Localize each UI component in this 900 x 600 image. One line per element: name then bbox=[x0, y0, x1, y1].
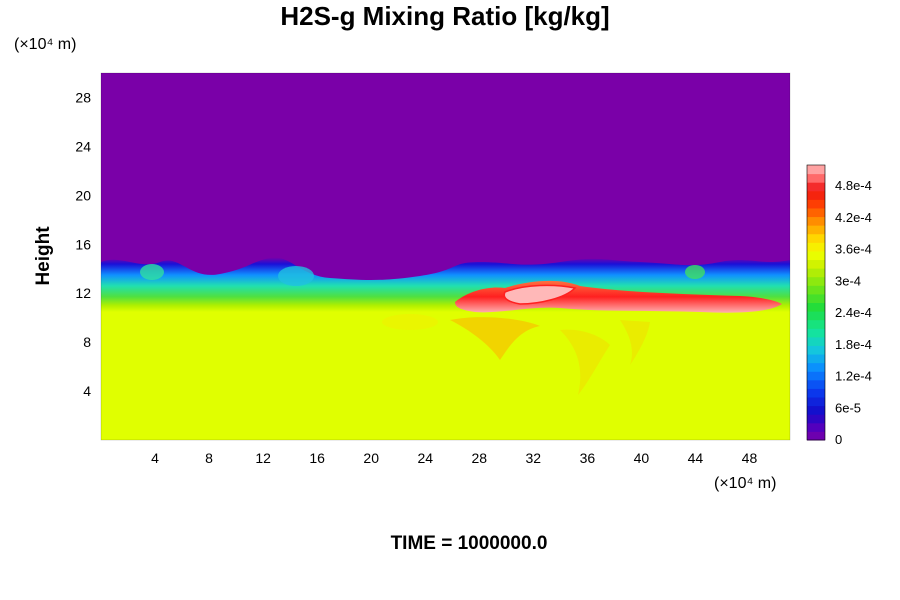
colorbar-step bbox=[807, 388, 825, 398]
colorbar-label: 3.6e-4 bbox=[835, 242, 872, 257]
colorbar-step bbox=[807, 285, 825, 295]
plume bbox=[560, 329, 610, 395]
y-tick-label: 8 bbox=[83, 334, 91, 350]
colorbar-step bbox=[807, 165, 825, 175]
x-tick-label: 8 bbox=[205, 450, 213, 466]
colorbar-step bbox=[807, 405, 825, 415]
x-ticks: 4 8 12 16 20 24 28 32 36 40 44 48 bbox=[151, 450, 757, 466]
colorbar-label: 0 bbox=[835, 432, 842, 447]
plume bbox=[620, 320, 650, 365]
colorbar-step bbox=[807, 371, 825, 381]
colorbar-steps bbox=[807, 165, 825, 441]
x-tick-label: 48 bbox=[742, 450, 758, 466]
y-axis-label: Height bbox=[33, 226, 54, 286]
colorbar-step bbox=[807, 190, 825, 200]
colorbar-step bbox=[807, 225, 825, 235]
y-ticks: 4 8 12 16 20 24 28 bbox=[75, 89, 91, 399]
colorbar-step bbox=[807, 242, 825, 252]
x-tick-label: 12 bbox=[255, 450, 271, 466]
swirl-3 bbox=[685, 265, 705, 279]
colorbar: 0 6e-5 1.2e-4 1.8e-4 2.4e-4 3e-4 3.6e-4 4.2e-4 4… bbox=[806, 164, 872, 447]
y-tick-label: 28 bbox=[75, 89, 91, 105]
colorbar-step bbox=[807, 362, 825, 372]
plot-frame bbox=[100, 72, 791, 441]
time-label: TIME = 1000000.0 bbox=[391, 533, 548, 554]
colorbar-step bbox=[807, 414, 825, 424]
x-tick-label: 28 bbox=[471, 450, 487, 466]
plume bbox=[450, 317, 540, 360]
x-tick-label: 44 bbox=[688, 450, 704, 466]
colorbar-step bbox=[807, 182, 825, 192]
y-tick-label: 16 bbox=[75, 236, 91, 252]
colorbar-label: 1.2e-4 bbox=[835, 369, 872, 384]
colorbar-frame bbox=[806, 164, 826, 441]
y-tick-label: 20 bbox=[75, 187, 91, 203]
colorbar-step bbox=[807, 319, 825, 329]
colorbar-step bbox=[807, 345, 825, 355]
colorbar-step bbox=[807, 397, 825, 407]
x-tick-label: 32 bbox=[526, 450, 542, 466]
chart-title: H2S-g Mixing Ratio [kg/kg] bbox=[280, 1, 609, 31]
x-tick-label: 16 bbox=[309, 450, 325, 466]
x-tick-label: 20 bbox=[363, 450, 379, 466]
colorbar-step bbox=[807, 268, 825, 278]
swirl-2 bbox=[278, 266, 314, 286]
colorbar-labels: 0 6e-5 1.2e-4 1.8e-4 2.4e-4 3e-4 3.6e-4 4.2e-4 4… bbox=[835, 178, 872, 447]
x-tick-label: 4 bbox=[151, 450, 159, 466]
y-tick-label: 24 bbox=[75, 138, 91, 154]
x-tick-label: 24 bbox=[417, 450, 433, 466]
plot-area bbox=[101, 73, 790, 440]
colorbar-step bbox=[807, 259, 825, 269]
colorbar-step bbox=[807, 328, 825, 338]
colorbar-label: 2.4e-4 bbox=[835, 305, 872, 320]
colorbar-step bbox=[807, 207, 825, 218]
swirl-1 bbox=[140, 264, 164, 280]
colorbar-step bbox=[807, 276, 825, 286]
colorbar-step bbox=[807, 199, 825, 209]
colorbar-step bbox=[807, 233, 825, 243]
y-axis-unit: (×10⁴ m) bbox=[14, 36, 76, 53]
x-axis-unit: (×10⁴ m) bbox=[714, 475, 776, 492]
colorbar-step bbox=[807, 311, 825, 321]
colorbar-step bbox=[807, 293, 825, 303]
colorbar-label: 1.8e-4 bbox=[835, 337, 872, 352]
plume bbox=[382, 314, 438, 330]
hot-core bbox=[503, 284, 577, 305]
lower-layer bbox=[101, 300, 790, 440]
x-tick-label: 40 bbox=[634, 450, 650, 466]
colorbar-step bbox=[807, 302, 825, 312]
colorbar-step bbox=[807, 216, 825, 226]
y-tick-label: 4 bbox=[83, 383, 91, 399]
colorbar-step bbox=[807, 250, 825, 261]
colorbar-step bbox=[807, 173, 825, 183]
colorbar-step bbox=[807, 379, 825, 389]
colorbar-label: 6e-5 bbox=[835, 400, 861, 415]
colorbar-step bbox=[807, 431, 825, 441]
y-tick-label: 12 bbox=[75, 285, 91, 301]
x-tick-label: 36 bbox=[580, 450, 596, 466]
colorbar-label: 4.8e-4 bbox=[835, 178, 872, 193]
colorbar-step bbox=[807, 336, 825, 346]
colorbar-label: 3e-4 bbox=[835, 273, 861, 288]
colorbar-step bbox=[807, 354, 825, 364]
colorbar-step bbox=[807, 422, 825, 432]
colorbar-label: 4.2e-4 bbox=[835, 210, 872, 225]
